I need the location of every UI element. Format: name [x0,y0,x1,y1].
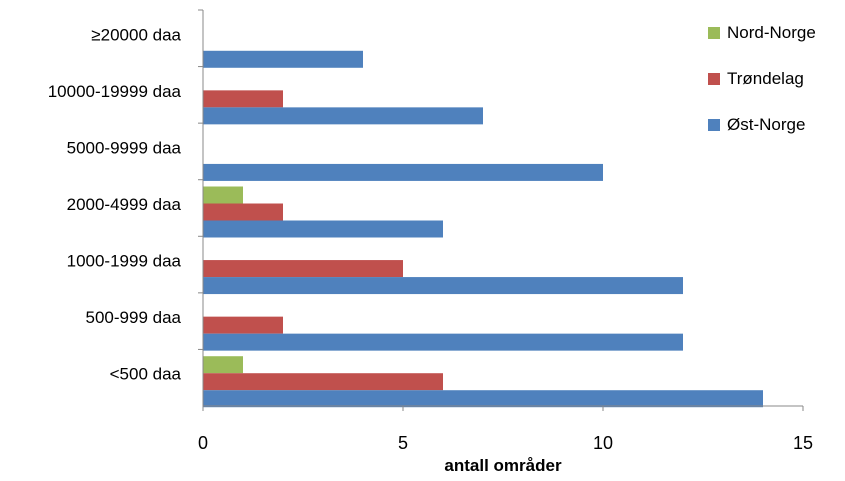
bars-layer [203,50,763,408]
legend-label-nord-norge: Nord-Norge [727,23,816,42]
bar-nord-norge-lt-500-daa [203,356,243,374]
category-label-10000-19999-daa: 10000-19999 daa [48,82,182,101]
bar-trondelag-2000-4999-daa [203,203,283,221]
legend-swatch-ost-norge [708,119,720,131]
bar-ost-norge-500-999-daa [203,333,683,351]
category-label-lt-500-daa: <500 daa [110,365,182,384]
category-label-1000-1999-daa: 1000-1999 daa [67,252,182,271]
x-tick-label-15: 15 [793,433,813,453]
bar-trondelag-10000-19999-daa [203,90,283,108]
legend-item-nord-norge: Nord-Norge [708,23,816,42]
legend: Nord-Norge Trøndelag Øst-Norge [708,23,816,134]
bar-ost-norge-2000-4999-daa [203,220,443,238]
legend-label-trondelag: Trøndelag [727,69,804,88]
x-tick-label-5: 5 [398,433,408,453]
axis-layer [198,9,804,411]
bar-ost-norge-lt-500-daa [203,390,763,408]
x-axis-title: antall områder [444,456,562,475]
category-label-500-999-daa: 500-999 daa [86,308,182,327]
bar-trondelag-lt-500-daa [203,373,443,391]
category-label-gte-20000-daa: ≥20000 daa [91,25,181,44]
bar-ost-norge-gte-20000-daa [203,50,363,68]
bar-ost-norge-10000-19999-daa [203,107,483,125]
bar-nord-norge-2000-4999-daa [203,186,243,204]
tick-labels: 0 5 10 15 [198,433,813,453]
x-tick-label-0: 0 [198,433,208,453]
x-tick-label-10: 10 [593,433,613,453]
legend-swatch-trondelag [708,73,720,85]
bar-trondelag-500-999-daa [203,316,283,334]
legend-item-trondelag: Trøndelag [708,69,804,88]
category-labels: ≥20000 daa 10000-19999 daa 5000-9999 daa 20… [48,25,182,383]
category-label-2000-4999-daa: 2000-4999 daa [67,195,182,214]
bar-ost-norge-1000-1999-daa [203,277,683,295]
legend-item-ost-norge: Øst-Norge [708,115,805,134]
category-label-5000-9999-daa: 5000-9999 daa [67,138,182,157]
bar-ost-norge-5000-9999-daa [203,163,603,181]
legend-label-ost-norge: Øst-Norge [727,115,805,134]
legend-swatch-nord-norge [708,27,720,39]
bar-trondelag-1000-1999-daa [203,260,403,278]
